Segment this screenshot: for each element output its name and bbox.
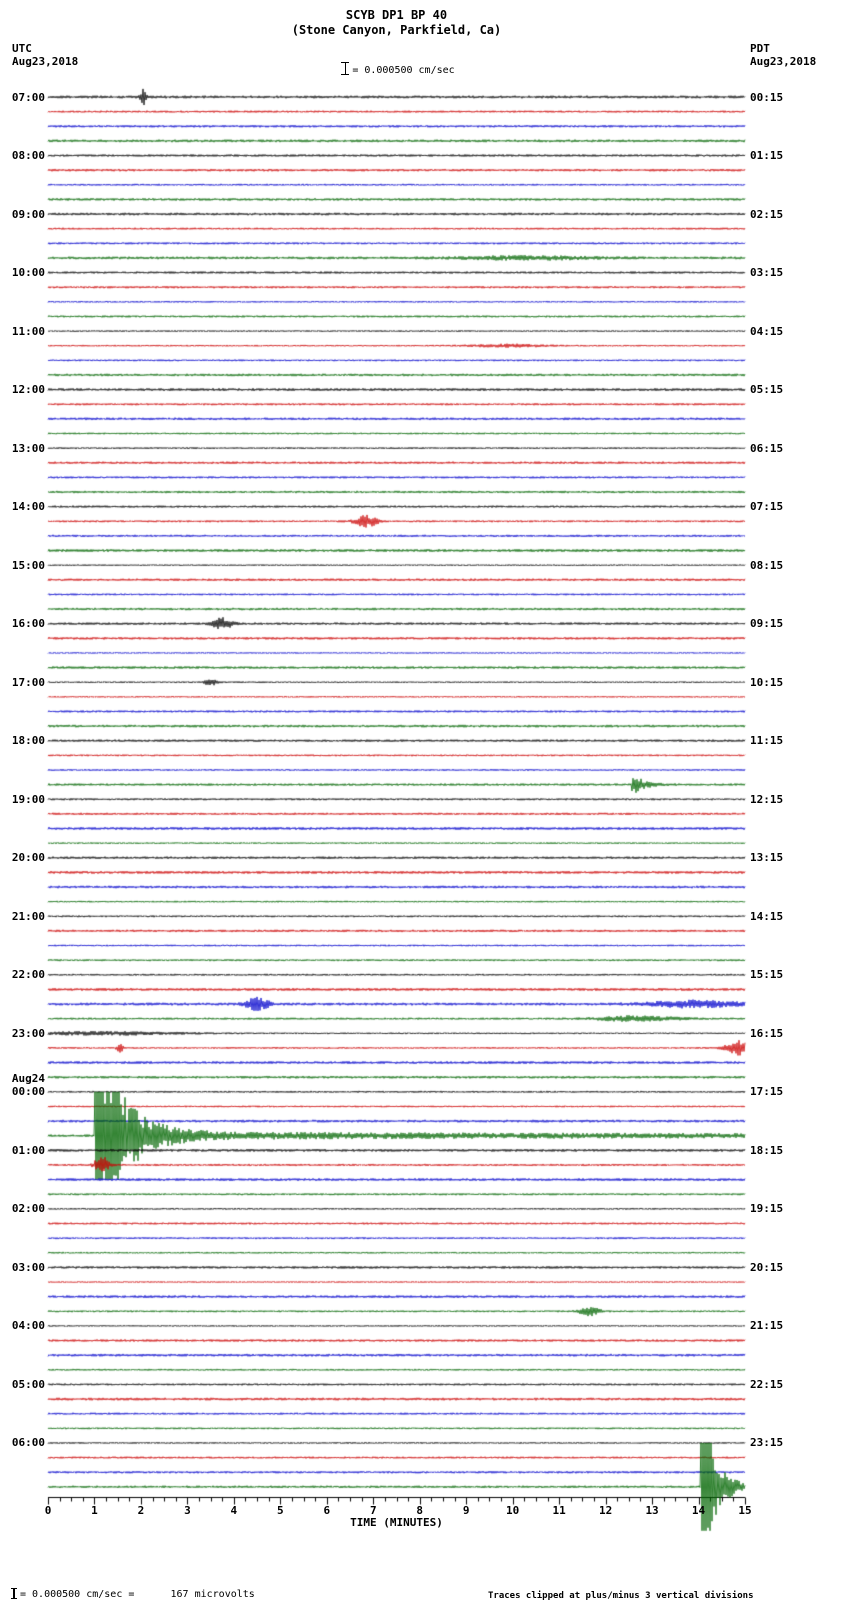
utc-date: Aug23,2018 bbox=[12, 55, 79, 68]
utc-label: UTC bbox=[12, 42, 32, 55]
scale-bracket-icon bbox=[341, 62, 350, 75]
station-title: SCYB DP1 BP 40 bbox=[345, 8, 448, 22]
footer-scale: = 0.000500 cm/sec = 167 microvolts bbox=[8, 1588, 255, 1600]
pdt-corner: PDT Aug23,2018 bbox=[750, 42, 816, 68]
scale-label: = 0.000500 cm/sec bbox=[352, 65, 455, 76]
pdt-date: Aug23,2018 bbox=[750, 55, 817, 68]
x-axis-title: TIME (MINUTES) bbox=[350, 1516, 443, 1529]
scale-line: = 0.000500 cm/sec bbox=[48, 62, 745, 76]
pdt-label: PDT bbox=[750, 42, 770, 55]
clip-note: Traces clipped at plus/minus 3 vertical … bbox=[488, 1591, 754, 1601]
station-location: (Stone Canyon, Parkfield, Ca) bbox=[291, 23, 502, 37]
footer-scale-text: = 0.000500 cm/sec = 167 microvolts bbox=[20, 1589, 255, 1600]
footer-scale-bracket-icon bbox=[11, 1588, 17, 1599]
title-block: SCYB DP1 BP 40 (Stone Canyon, Parkfield,… bbox=[48, 8, 745, 38]
utc-corner: UTC Aug23,2018 bbox=[12, 42, 78, 68]
